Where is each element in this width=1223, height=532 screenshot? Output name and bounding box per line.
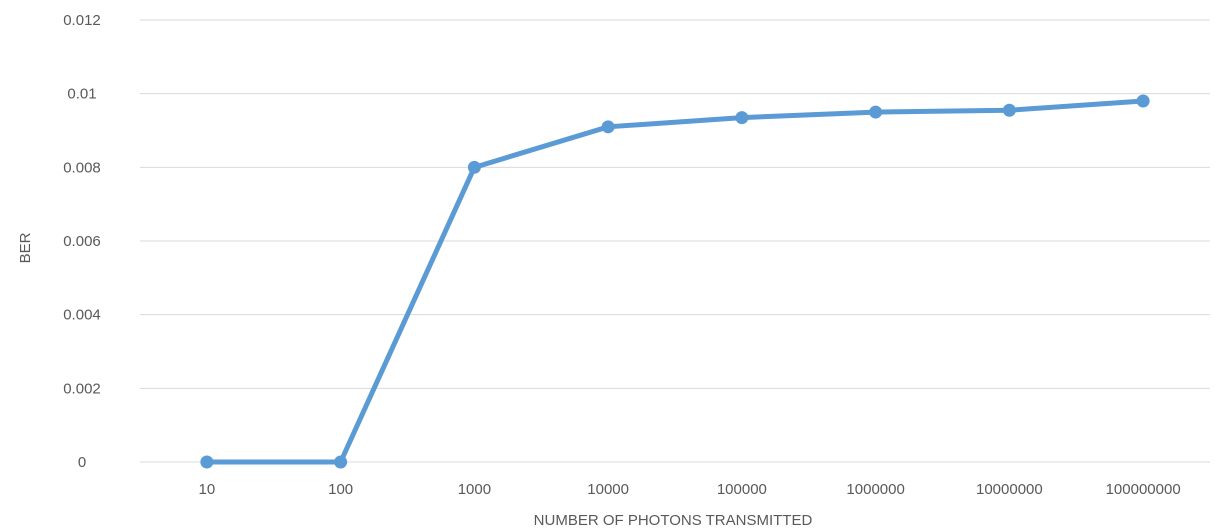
y-tick-label: 0.012 [63,12,101,29]
data-point [1002,103,1016,117]
x-tick-label: 10 [199,481,216,498]
data-point [601,120,615,134]
data-point [735,111,749,125]
y-tick-label: 0.002 [63,380,101,397]
y-tick-label: 0.008 [63,159,101,176]
x-tick-label: 100 [328,481,353,498]
series-group [200,94,1150,469]
x-tick-label: 10000 [587,481,629,498]
data-point [1136,94,1150,108]
x-tick-label: 1000000 [846,481,904,498]
x-tick-label: 10000000 [976,481,1043,498]
x-axis-title: NUMBER OF PHOTONS TRANSMITTED [534,512,813,529]
data-point [200,455,214,469]
x-tick-label: 1000 [458,481,491,498]
data-point [869,105,883,119]
data-point [467,160,481,174]
y-tick-label: 0 [78,454,86,471]
x-tick-label: 100000 [717,481,767,498]
gridlines [140,19,1210,463]
y-tick-label: 0.004 [63,307,101,324]
x-axis-ticks: 10 100 1000 10000 100000 1000000 10000000 10000… [199,481,1181,498]
y-tick-label: 0.01 [67,86,96,103]
x-tick-label: 100000000 [1106,481,1181,498]
series-line [204,98,1146,465]
y-axis-ticks: 0 0.002 0.004 0.006 0.008 0.01 0.012 [63,12,101,471]
y-axis-title: BER [17,232,34,263]
data-point [334,455,348,469]
y-tick-label: 0.006 [63,233,101,250]
